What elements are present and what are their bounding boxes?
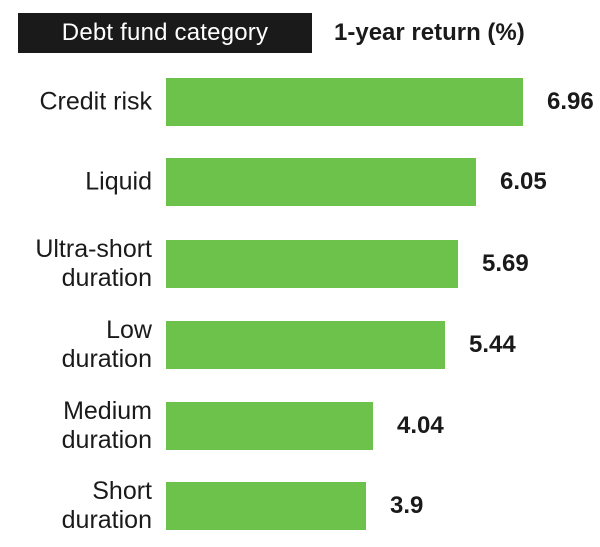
category-label-line: Low [106,316,152,344]
category-label-line: duration [61,426,152,454]
bar [166,240,458,288]
data-label: 6.05 [500,168,547,195]
category-label-line: duration [61,264,152,292]
category-label: Short duration [2,477,152,535]
bar [166,321,445,369]
bar [166,78,523,126]
category-label-line: Liquid [85,167,152,196]
data-label: 5.44 [469,331,516,358]
category-label: Medium duration [2,397,152,455]
data-label: 5.69 [482,250,529,277]
category-label-line: duration [61,345,152,373]
value-column-header: 1-year return (%) [334,19,525,46]
bar [166,482,366,530]
bar [166,158,476,206]
category-label-line: Short [92,477,152,505]
category-label-line: Credit risk [39,87,152,116]
category-label: Liquid [2,168,152,197]
category-label-line: Ultra-short [35,235,152,263]
category-label: Ultra-short duration [2,235,152,293]
data-label: 6.96 [547,88,594,115]
category-column-header: Debt fund category [18,13,312,53]
category-label-line: Medium [63,397,152,425]
category-label: Low duration [2,316,152,374]
category-label-line: duration [61,506,152,534]
data-label: 3.9 [390,492,424,519]
bar [166,402,373,450]
category-label: Credit risk [2,88,152,117]
data-label: 4.04 [397,412,444,439]
